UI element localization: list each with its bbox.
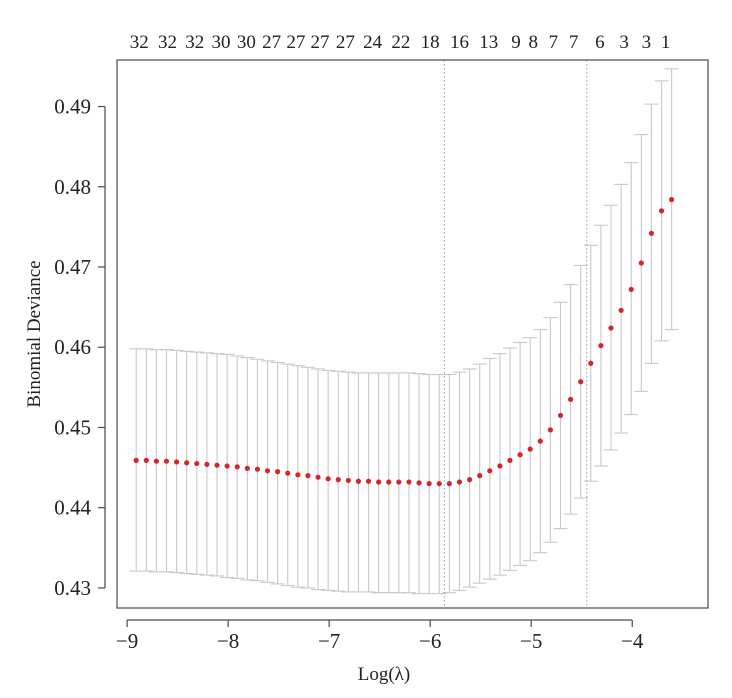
x-tick-label: −5	[520, 629, 542, 653]
x-tick-label: −6	[419, 629, 441, 653]
data-point	[648, 230, 655, 236]
data-point	[295, 472, 301, 478]
top-tick-label: 3	[642, 32, 652, 53]
data-point	[214, 462, 220, 468]
points-layer	[133, 197, 675, 487]
data-point	[355, 478, 362, 484]
data-point	[618, 307, 624, 313]
data-point	[275, 469, 281, 475]
data-point	[143, 457, 149, 463]
top-tick-label: 27	[336, 32, 355, 53]
data-point	[386, 479, 392, 485]
y-tick-label: 0.44	[54, 496, 91, 520]
data-point	[163, 458, 170, 464]
top-tick-label: 24	[363, 32, 383, 53]
data-point	[234, 464, 240, 470]
top-tick-label: 30	[237, 32, 256, 53]
x-axis-title: Log(λ)	[358, 664, 410, 685]
top-tick-label: 27	[311, 32, 330, 53]
x-tick-label: −4	[621, 629, 644, 653]
data-point	[638, 260, 644, 266]
data-point	[446, 481, 452, 487]
x-axis: −9 −8 −7 −6 −5 −4	[116, 619, 644, 653]
data-point	[315, 474, 321, 480]
data-point	[396, 479, 402, 485]
data-point	[365, 478, 372, 484]
data-point	[557, 412, 564, 419]
data-point	[426, 481, 432, 487]
top-tick-label: 30	[212, 32, 231, 53]
x-tick-label: −8	[217, 629, 239, 653]
top-tick-label: 32	[185, 32, 204, 53]
data-point	[568, 396, 574, 402]
data-point	[204, 461, 210, 467]
data-point	[194, 460, 200, 467]
data-point	[254, 466, 261, 472]
x-tick-label: −7	[318, 629, 340, 653]
data-point	[436, 481, 442, 487]
data-point	[477, 473, 483, 479]
data-point	[487, 468, 493, 474]
plot-frame	[116, 59, 709, 609]
top-tick-label: 1	[661, 32, 671, 53]
data-point	[305, 473, 311, 479]
data-point	[264, 468, 271, 474]
data-point	[598, 343, 604, 349]
y-tick-label: 0.46	[54, 335, 91, 359]
top-tick-label: 3	[619, 32, 629, 53]
top-tick-label: 16	[450, 32, 469, 53]
top-tick-label: 8	[528, 32, 538, 53]
data-point	[507, 457, 513, 463]
data-point	[517, 452, 523, 458]
y-tick-label: 0.48	[54, 175, 91, 199]
y-axis: 0.43 0.44 0.45 0.46 0.47 0.48 0.49	[54, 95, 106, 600]
data-point	[285, 470, 291, 476]
top-tick-label: 9	[511, 32, 521, 53]
data-point	[416, 480, 422, 486]
top-tick-label: 32	[130, 32, 149, 53]
top-tick-label: 13	[479, 32, 498, 53]
data-point	[184, 460, 190, 466]
data-point	[578, 379, 584, 385]
data-point	[406, 479, 412, 485]
y-tick-label: 0.49	[54, 95, 91, 119]
errorbars-layer	[129, 68, 679, 595]
data-point	[224, 463, 230, 469]
top-tick-label: 6	[595, 32, 605, 53]
data-point	[153, 458, 159, 464]
data-point	[456, 479, 463, 485]
data-point	[628, 286, 634, 293]
data-point	[466, 477, 473, 483]
top-axis: 32 32 32 30 30 27 27 27 27 24 22 18 16 13 9 8 7 7 6 3 3 1	[130, 32, 671, 53]
data-point	[669, 197, 675, 203]
data-point	[376, 479, 382, 485]
top-tick-label: 27	[286, 32, 305, 53]
data-point	[658, 208, 665, 214]
top-tick-label: 22	[391, 32, 410, 53]
data-point	[608, 325, 614, 331]
data-point	[174, 459, 180, 465]
top-tick-label: 7	[569, 32, 579, 53]
data-point	[497, 463, 503, 469]
data-point	[588, 360, 594, 366]
data-point	[133, 457, 139, 463]
data-point	[244, 465, 250, 471]
vlines-layer	[443, 60, 588, 608]
data-point	[335, 477, 341, 483]
data-point	[527, 446, 533, 452]
top-tick-label: 7	[549, 32, 559, 53]
data-point	[345, 477, 351, 484]
top-tick-label: 18	[421, 32, 440, 53]
top-tick-label: 27	[262, 32, 281, 53]
y-tick-label: 0.43	[54, 576, 91, 600]
x-tick-label: −9	[116, 629, 138, 653]
y-axis-title: Binomial Deviance	[24, 260, 45, 407]
y-tick-label: 0.47	[54, 255, 91, 279]
y-tick-label: 0.45	[54, 415, 91, 439]
data-point	[325, 476, 331, 482]
data-point	[537, 438, 543, 444]
data-point	[547, 427, 554, 433]
top-tick-label: 32	[158, 32, 177, 53]
